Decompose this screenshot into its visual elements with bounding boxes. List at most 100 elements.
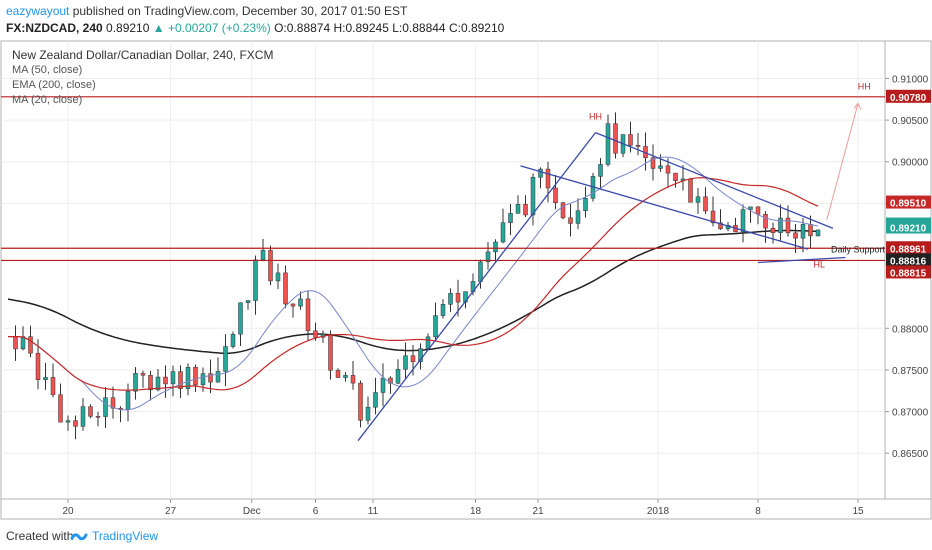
candle-body xyxy=(73,420,78,427)
candle-body xyxy=(560,202,566,219)
price-tag-label: 0.90780 xyxy=(890,93,927,104)
symbol-label: FX:NZDCAD, 240 xyxy=(6,21,103,35)
publish-line: eazywayout published on TradingView.com,… xyxy=(6,4,407,18)
ma20-path xyxy=(8,156,819,411)
candle-body xyxy=(808,224,813,237)
candle-body xyxy=(88,406,93,417)
candle-body xyxy=(230,333,236,347)
annotations: HH HH HL Daily Support xyxy=(589,81,886,269)
price-tag-label: 0.89510 xyxy=(890,199,927,210)
candle-body xyxy=(20,336,26,350)
projection-arrow xyxy=(826,103,859,221)
time-tick-label: 20 xyxy=(62,506,74,517)
candle-body xyxy=(755,206,761,215)
candle-body xyxy=(193,366,198,386)
price-chart[interactable]: HH HH HL Daily Support 0.91000 0.90500 0.9000… xyxy=(0,40,932,520)
chart-legend: New Zealand Dollar/Canadian Dollar, 240,… xyxy=(12,48,273,108)
last-price: 0.89210 xyxy=(106,21,150,35)
candle-body xyxy=(200,373,206,386)
price-tag-label: 0.89210 xyxy=(890,224,927,235)
tradingview-brand[interactable]: TradingView xyxy=(92,529,159,543)
candle-body xyxy=(575,210,581,224)
candle-body xyxy=(628,134,633,146)
candle-body xyxy=(523,204,528,216)
ma50-line xyxy=(8,177,819,391)
candle-body xyxy=(568,217,573,224)
price-tag xyxy=(886,265,931,279)
price-tick-label: 0.91000 xyxy=(892,74,929,85)
time-axis[interactable]: 20 27 Dec 6 11 18 21 2018 8 15 xyxy=(62,499,864,517)
candle-body xyxy=(313,330,318,338)
wedge-drawings[interactable] xyxy=(357,102,862,442)
candle-body xyxy=(215,371,221,383)
candle-body xyxy=(43,377,48,380)
candle-body xyxy=(148,374,153,391)
candle-body xyxy=(508,213,513,223)
candle-body xyxy=(650,157,656,169)
candle-body xyxy=(343,375,348,378)
candle-body xyxy=(515,204,521,214)
candle-body xyxy=(170,371,176,385)
candle-body xyxy=(455,293,461,303)
candle-body xyxy=(110,397,116,409)
time-tick-label: 8 xyxy=(755,506,761,517)
candle-body xyxy=(478,261,483,282)
legend-ema200[interactable]: EMA (200, close) xyxy=(12,79,96,91)
time-tick-label: Dec xyxy=(243,506,261,517)
candle-body xyxy=(80,406,86,427)
candle-body xyxy=(763,213,768,229)
candle-body xyxy=(133,373,138,392)
candle-body xyxy=(208,373,213,383)
candle-body xyxy=(50,377,56,396)
candle-body xyxy=(800,224,806,239)
candle-body xyxy=(598,164,603,177)
ma20-line xyxy=(8,156,819,411)
candle-body xyxy=(58,394,63,423)
candle-body xyxy=(748,206,753,210)
candle-body xyxy=(815,229,821,237)
candle-body xyxy=(125,390,131,410)
candle-body xyxy=(253,259,258,301)
candle-body xyxy=(260,250,266,261)
candle-body xyxy=(298,298,303,307)
candle-body xyxy=(163,376,168,385)
chart-area[interactable]: HH HH HL Daily Support 0.91000 0.90500 0.9000… xyxy=(0,40,932,520)
candle-body xyxy=(440,304,446,316)
up-arrow-icon: ▲ xyxy=(152,21,165,35)
instrument-title: New Zealand Dollar/Canadian Dollar, 240,… xyxy=(12,48,274,62)
candle-body xyxy=(290,303,296,307)
open-value: O:0.88874 xyxy=(274,21,331,35)
time-tick-label: 2018 xyxy=(647,506,670,517)
time-tick-label: 15 xyxy=(852,506,864,517)
candle-body xyxy=(793,232,798,239)
candle-body xyxy=(328,333,333,371)
candle-body xyxy=(283,272,288,305)
candle-body xyxy=(695,196,701,203)
price-tick-label: 0.90000 xyxy=(892,158,929,169)
candle-body xyxy=(365,406,371,421)
candle-body xyxy=(35,352,41,380)
candle-body xyxy=(448,293,453,305)
legend-ma50[interactable]: MA (50, close) xyxy=(12,64,83,76)
candle-body xyxy=(155,376,161,391)
horizontal-levels[interactable] xyxy=(1,96,885,262)
candle-body xyxy=(418,348,423,362)
candle-body xyxy=(103,397,108,417)
price-tick-label: 0.88000 xyxy=(892,324,929,335)
candle-body xyxy=(380,377,386,393)
candle-body xyxy=(545,168,551,189)
legend-ma20[interactable]: MA (20, close) xyxy=(12,94,83,106)
candle-body xyxy=(665,165,671,174)
candle-body xyxy=(358,382,363,421)
candle-body xyxy=(635,144,641,147)
price-labels: 0.907800.895100.892460.892100.889610.888… xyxy=(886,89,931,279)
candle-body xyxy=(785,217,791,234)
candle-body xyxy=(425,336,431,349)
candle-body xyxy=(388,377,393,384)
candle-body xyxy=(178,371,183,389)
candle-body xyxy=(395,369,401,384)
tradingview-logo-icon[interactable] xyxy=(70,526,88,544)
author-link[interactable]: eazywayout xyxy=(6,4,70,18)
time-tick-label: 21 xyxy=(532,506,544,517)
candles xyxy=(13,112,821,440)
